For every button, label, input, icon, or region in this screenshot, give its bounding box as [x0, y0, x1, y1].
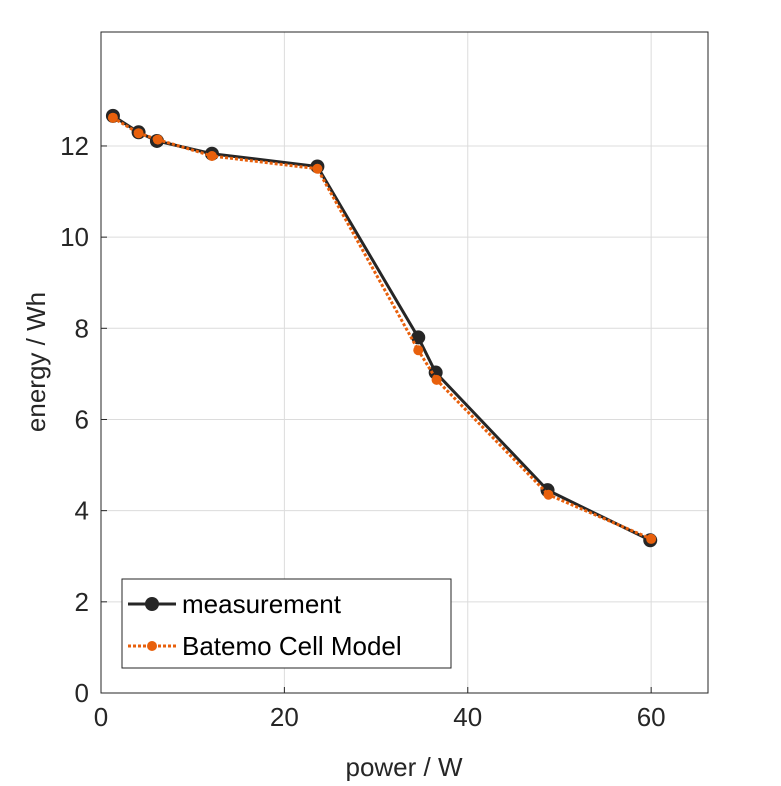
series-line-1 [112, 116, 652, 541]
y-tick-label: 12 [60, 131, 89, 161]
x-tick-label: 60 [637, 702, 666, 732]
x-tick-label: 0 [94, 702, 108, 732]
x-tick-label: 20 [270, 702, 299, 732]
legend-label-model: Batemo Cell Model [182, 631, 402, 661]
y-tick-label: 0 [75, 678, 89, 708]
legend-box [121, 578, 452, 669]
y-tick-label: 6 [75, 404, 89, 434]
data-point-1 [107, 112, 118, 123]
data-point-1 [152, 134, 163, 145]
legend: measurement Batemo Cell Model [121, 578, 452, 669]
data-point-1 [431, 374, 442, 385]
x-axis-label: power / W [345, 752, 462, 781]
data-point-1 [413, 345, 424, 356]
legend-marker-measurement [145, 597, 159, 611]
data-point-1 [133, 128, 144, 139]
y-axis-label: energy / Wh [21, 292, 51, 432]
y-tick-label: 4 [75, 496, 89, 526]
y-tick-label: 10 [60, 222, 89, 252]
legend-label-measurement: measurement [182, 589, 342, 619]
legend-marker-model [147, 641, 157, 651]
x-tick-label: 40 [453, 702, 482, 732]
data-point-1 [543, 489, 554, 500]
data-point-1 [206, 150, 217, 161]
y-tick-label: 8 [75, 313, 89, 343]
data-point-1 [646, 533, 657, 544]
data-point-1 [312, 163, 323, 174]
plot-area [100, 31, 709, 694]
y-tick-label: 2 [75, 587, 89, 617]
